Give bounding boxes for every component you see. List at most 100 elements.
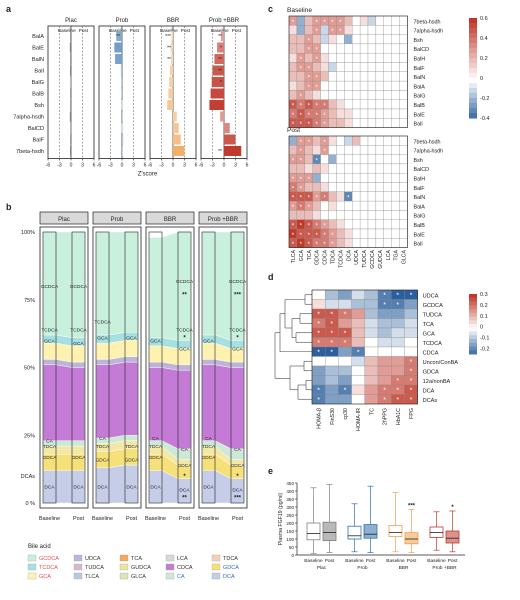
- panel-letter-e: e: [268, 466, 273, 476]
- heatmap-cell-c: [375, 238, 384, 248]
- colorbar-cell-c: [469, 98, 477, 104]
- heatmap-cell-d: [364, 375, 379, 386]
- sig-mark-c: *: [308, 38, 311, 44]
- col-label-d: 2hPPG: [383, 408, 389, 425]
- heatmap-cell-c: [359, 43, 369, 54]
- legend-swatch-b: [27, 572, 37, 580]
- sig-mark-c: *: [315, 29, 318, 35]
- sig-mark-b: *: [183, 336, 186, 342]
- row-label-c: Bsh: [414, 158, 423, 164]
- colorbar-cell-d: [469, 327, 477, 332]
- segment-label-b: DCA: [126, 485, 137, 491]
- panel-letter-b: b: [6, 202, 12, 212]
- heatmap-cell-c: [367, 191, 377, 202]
- group-title-b: Prob: [111, 217, 124, 223]
- heatmap-cell-c: [312, 163, 321, 174]
- heatmap-cell-c: [359, 118, 369, 128]
- bar-a: [171, 31, 173, 41]
- heatmap-cell-c: [399, 173, 408, 183]
- heatmap-cell-d: [364, 356, 379, 367]
- bar-a: [115, 54, 122, 64]
- segment-label-b: GCA: [179, 347, 190, 353]
- segment-label-b: GDCA: [72, 455, 87, 461]
- heatmap-cell-d: [311, 289, 326, 300]
- heatmap-cell-c: [375, 62, 384, 72]
- heatmap-cell-c: [359, 145, 369, 155]
- heatmap-cell-c: [359, 90, 369, 100]
- heatmap-cell-c: [320, 80, 329, 91]
- ytick-label-e: 250: [286, 513, 294, 518]
- heatmap-cell-d: [391, 356, 405, 367]
- sig-mark-c: *: [308, 48, 311, 54]
- box-e: [363, 524, 378, 539]
- heatmap-cell-c: [391, 210, 400, 220]
- heatmap-cell-d: [351, 337, 365, 348]
- heatmap-cell-c: [312, 182, 321, 192]
- row-label-c: BalE: [414, 112, 426, 118]
- heatmap-cell-c: [367, 200, 377, 211]
- heatmap-cell-c: [383, 163, 392, 174]
- stack-area-b: [148, 231, 192, 341]
- colorbar-cell-c: [469, 23, 477, 29]
- xtick-label-a: 3: [132, 163, 135, 169]
- row-label-c: Bsh: [414, 38, 423, 44]
- heatmap-cell-c: [328, 34, 337, 45]
- row-label-a: Bsh: [34, 103, 44, 109]
- heatmap-cell-c: [399, 163, 408, 174]
- sig-mark-c: *: [315, 85, 318, 91]
- bar-a: [70, 65, 71, 76]
- sig-mark-c: *: [323, 113, 326, 119]
- xtick-label-a: 3: [183, 163, 186, 169]
- col-label-d: TC: [369, 408, 375, 415]
- heatmap-cell-c: [399, 228, 408, 239]
- heatmap-cell-c: [344, 34, 353, 45]
- heatmap-cell-c: [375, 154, 384, 165]
- ytick-label-e: 400: [286, 489, 294, 494]
- sig-mark-d: *: [330, 331, 333, 338]
- heatmap-cell-c: [375, 34, 384, 45]
- heatmap-cell-c: [359, 34, 369, 45]
- stack-area-b: [95, 464, 139, 504]
- heatmap-cell-c: [352, 238, 361, 248]
- segment-label-b: TDCA: [96, 444, 110, 450]
- heatmap-cell-c: [304, 163, 313, 174]
- sig-mark-c: *: [300, 140, 303, 146]
- row-label-c: BalN: [414, 75, 426, 81]
- xtick-label-a: 0: [70, 163, 73, 169]
- heatmap-cell-c: [336, 62, 345, 72]
- bar-a: [211, 77, 224, 87]
- sig-mark-a: **: [167, 57, 171, 63]
- heatmap-cell-c: [399, 238, 408, 248]
- colorbar-cell-d: [469, 297, 477, 302]
- sig-mark-c: *: [300, 122, 303, 128]
- row-label-c: BalCD: [414, 47, 430, 53]
- row-label-c: BalN: [414, 195, 426, 201]
- legend-label-b: TUDCA: [85, 565, 104, 571]
- sig-mark-c: *: [323, 242, 326, 248]
- heatmap-cell-c: [391, 25, 400, 35]
- row-label-a: BalI: [34, 69, 44, 75]
- colorbar-tick-d: 0: [480, 325, 483, 331]
- heatmap-cell-c: [391, 15, 400, 26]
- heatmap-cell-c: [288, 145, 298, 155]
- heatmap-cell-c: [375, 182, 384, 192]
- heatmap-cell-c: [391, 53, 400, 63]
- heatmap-cell-c: [399, 80, 408, 91]
- colorbar-tick-c: 0.2: [480, 56, 488, 62]
- row-label-d: CDCA: [423, 351, 439, 357]
- heatmap-cell-c: [359, 228, 369, 239]
- facet-frame-b: [145, 226, 195, 509]
- sig-mark-c: *: [292, 224, 295, 230]
- heatmap-cell-c: [375, 80, 384, 91]
- sig-mark-c: *: [292, 158, 295, 164]
- heatmap-cell-c: [359, 182, 369, 192]
- group-title-b: Plac: [58, 217, 70, 223]
- heatmap-cell-d: [351, 289, 365, 300]
- heatmap-cell-c: [352, 145, 361, 155]
- legend-label-b: TCDCA: [39, 565, 58, 571]
- colorbar-cell-c: [469, 38, 477, 44]
- sig-mark-c: *: [323, 196, 326, 202]
- row-label-d: TCA: [423, 322, 434, 328]
- col-label-c: GCA: [299, 249, 305, 261]
- heatmap-cell-c: [344, 154, 353, 165]
